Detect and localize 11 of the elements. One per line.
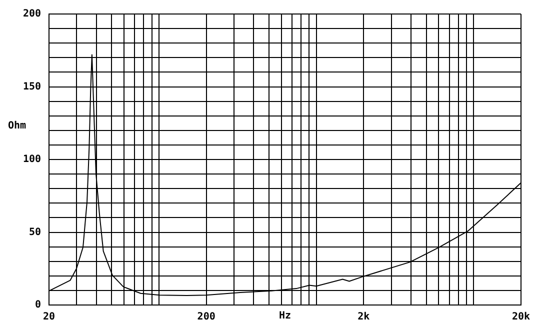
- x-tick-label: 20k: [512, 312, 530, 323]
- y-tick-label: 0: [34, 300, 41, 311]
- y-axis-title: Ohm: [8, 120, 26, 132]
- y-tick-label: 50: [28, 226, 41, 238]
- x-tick-label: 200: [197, 312, 216, 323]
- y-tick-label: 150: [22, 81, 41, 92]
- x-tick-label: 20: [42, 312, 56, 323]
- y-tick-label: 100: [22, 154, 41, 166]
- y-tick-label: 200: [22, 8, 41, 20]
- x-axis-title: Hz: [278, 310, 292, 322]
- x-tick-label: 2k: [358, 312, 370, 323]
